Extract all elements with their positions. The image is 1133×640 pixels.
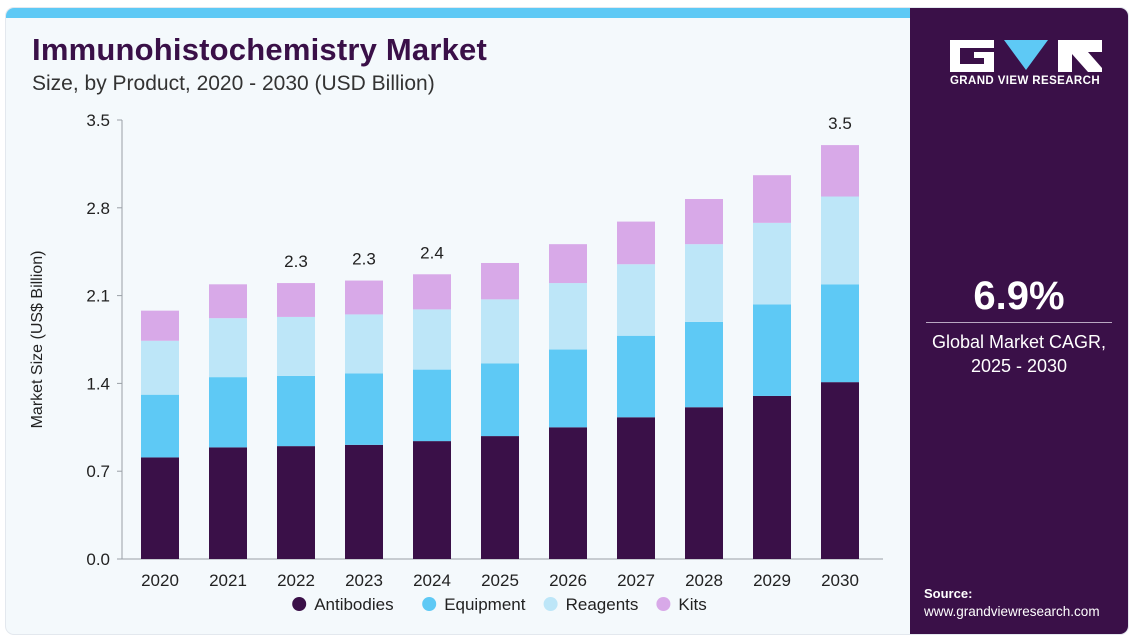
x-tick-label: 2021	[209, 571, 247, 590]
bar-segment-reagents	[345, 314, 383, 374]
legend-swatch-equipment	[422, 597, 437, 611]
chart-card: Immunohistochemistry Market Size, by Pro…	[6, 8, 1128, 634]
legend-label: Reagents	[566, 595, 639, 614]
sidebar-panel: GRAND VIEW RESEARCH 6.9% Global Market C…	[910, 8, 1128, 634]
legend-label: Equipment	[444, 595, 526, 614]
bar-segment-equipment	[277, 375, 315, 447]
bar-segment-antibodies	[413, 441, 451, 559]
bar-segment-antibodies	[277, 446, 315, 559]
cagr-value: 6.9%	[973, 274, 1065, 318]
bar-segment-reagents	[617, 264, 655, 336]
legend-swatch-antibodies	[292, 597, 307, 611]
bar-segment-kits	[617, 221, 655, 265]
bar-segment-kits	[413, 274, 451, 310]
bar-segment-kits	[345, 280, 383, 315]
bar-segment-reagents	[209, 318, 247, 378]
bar-segment-kits	[685, 199, 723, 245]
bar-segment-antibodies	[821, 382, 859, 559]
chart-title: Immunohistochemistry Market	[32, 32, 488, 67]
bar-segment-kits	[821, 145, 859, 197]
stacked-bar-chart: 0.0 0.7 1.4 2.1 2.8 3.5 Market Size (US$ Billi…	[29, 111, 883, 614]
x-tick-label: 2026	[549, 571, 587, 590]
bar-segment-antibodies	[617, 417, 655, 559]
bar-total-label: 2.4	[420, 243, 444, 262]
bar-segment-antibodies	[141, 457, 179, 559]
bar-segment-equipment	[141, 394, 179, 458]
bar-segment-kits	[209, 284, 247, 319]
bar-segment-kits	[141, 310, 179, 341]
bar-segment-reagents	[549, 283, 587, 350]
cagr-label: Global Market CAGR, 2025 - 2030	[910, 330, 1128, 378]
bar-segment-reagents	[141, 340, 179, 395]
y-tick-label: 2.8	[86, 199, 110, 218]
bar-segment-kits	[753, 175, 791, 223]
bar-segment-reagents	[481, 299, 519, 364]
bar-total-label: 3.5	[828, 114, 852, 133]
y-tick-label: 2.1	[86, 287, 110, 306]
bar-segment-equipment	[821, 284, 859, 383]
legend-swatch-kits	[656, 597, 671, 611]
bar-segment-antibodies	[345, 444, 383, 559]
bar-segment-antibodies	[685, 407, 723, 559]
chart-subtitle: Size, by Product, 2020 - 2030 (USD Billi…	[32, 72, 435, 95]
legend-label: Antibodies	[314, 595, 393, 614]
bar-segment-kits	[481, 262, 519, 300]
bar-segment-reagents	[413, 309, 451, 370]
bar-segment-antibodies	[753, 395, 791, 559]
x-tick-label: 2028	[685, 571, 723, 590]
bar-total-label: 2.3	[352, 250, 376, 269]
bar-total-label: 2.3	[284, 252, 308, 271]
source-label: Source:	[924, 586, 973, 601]
x-tick-label: 2030	[821, 571, 859, 590]
y-tick-label: 1.4	[86, 374, 110, 393]
bar-segment-antibodies	[481, 436, 519, 559]
brand-name: GRAND VIEW RESEARCH	[949, 75, 1101, 87]
legend-swatch-reagents	[543, 597, 558, 611]
x-tick-label: 2024	[413, 571, 451, 590]
x-tick-label: 2025	[481, 571, 519, 590]
y-tick-label: 0.0	[86, 550, 110, 569]
accent-bar	[6, 8, 910, 18]
bar-segment-equipment	[209, 377, 247, 448]
bar-segment-antibodies	[549, 427, 587, 559]
bar-segment-kits	[549, 244, 587, 284]
bar-segment-reagents	[821, 196, 859, 285]
x-tick-label: 2020	[141, 571, 179, 590]
x-tick-label: 2023	[345, 571, 383, 590]
x-tick-label: 2022	[277, 571, 315, 590]
bar-segment-reagents	[753, 222, 791, 305]
bar-segment-equipment	[753, 304, 791, 396]
cagr-label-line2: 2025 - 2030	[970, 356, 1068, 376]
y-axis-title: Market Size (US$ Billion)	[29, 251, 46, 429]
cagr-label-line1: Global Market CAGR,	[931, 332, 1107, 352]
source-url[interactable]: www.grandviewresearch.com	[924, 604, 1100, 619]
bar-segment-equipment	[413, 369, 451, 442]
bar-segment-equipment	[345, 373, 383, 445]
bar-segment-antibodies	[209, 447, 247, 559]
bar-segment-equipment	[617, 335, 655, 418]
cagr-divider	[926, 322, 1112, 323]
x-tick-label: 2029	[753, 571, 791, 590]
bar-segment-equipment	[549, 349, 587, 428]
bar-segment-equipment	[685, 321, 723, 408]
y-tick-label: 0.7	[86, 462, 110, 481]
grand-view-research-logo-icon	[950, 40, 1102, 72]
bar-segment-reagents	[685, 244, 723, 322]
bar-segment-reagents	[277, 316, 315, 376]
bar-segment-equipment	[481, 363, 519, 437]
bar-segment-kits	[277, 283, 315, 317]
y-tick-label: 3.5	[86, 111, 110, 130]
x-tick-label: 2027	[617, 571, 655, 590]
legend-label: Kits	[678, 595, 706, 614]
